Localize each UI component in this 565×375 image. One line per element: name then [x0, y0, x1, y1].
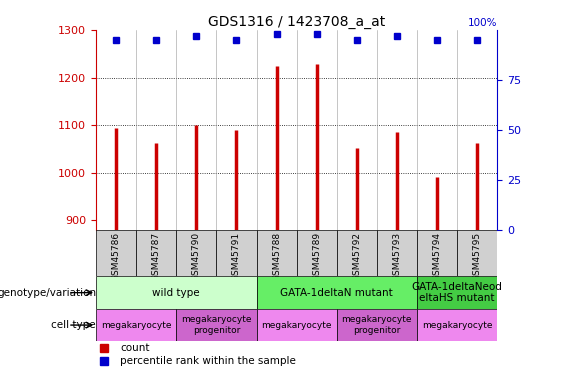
Bar	[216, 230, 257, 276]
Text: GSM45790: GSM45790	[192, 232, 201, 281]
Bar	[457, 230, 497, 276]
Text: GSM45794: GSM45794	[433, 232, 441, 281]
Bar	[257, 309, 337, 341]
Bar	[297, 230, 337, 276]
Text: GATA-1deltaN mutant: GATA-1deltaN mutant	[280, 288, 393, 298]
Text: GATA-1deltaNeod
eltaHS mutant: GATA-1deltaNeod eltaHS mutant	[412, 282, 502, 303]
Bar	[96, 276, 257, 309]
Bar	[417, 276, 497, 309]
Text: megakaryocyte: megakaryocyte	[262, 321, 332, 330]
Text: wild type: wild type	[153, 288, 200, 298]
Bar	[257, 276, 417, 309]
Bar	[176, 230, 216, 276]
Text: GSM45787: GSM45787	[152, 232, 160, 281]
Text: count: count	[120, 343, 150, 353]
Text: genotype/variation: genotype/variation	[0, 288, 96, 298]
Bar	[257, 230, 297, 276]
Bar	[176, 309, 257, 341]
Text: GSM45793: GSM45793	[393, 232, 401, 281]
Bar	[136, 230, 176, 276]
Text: cell type: cell type	[51, 320, 96, 330]
Title: GDS1316 / 1423708_a_at: GDS1316 / 1423708_a_at	[208, 15, 385, 29]
Text: percentile rank within the sample: percentile rank within the sample	[120, 356, 296, 366]
Text: megakaryocyte: megakaryocyte	[101, 321, 171, 330]
Text: 100%: 100%	[468, 18, 497, 28]
Bar	[96, 230, 136, 276]
Bar	[417, 309, 497, 341]
Text: GSM45792: GSM45792	[353, 232, 361, 281]
Bar	[377, 230, 417, 276]
Text: GSM45786: GSM45786	[112, 232, 120, 281]
Text: GSM45788: GSM45788	[272, 232, 281, 281]
Text: megakaryocyte
progenitor: megakaryocyte progenitor	[181, 315, 251, 335]
Text: megakaryocyte
progenitor: megakaryocyte progenitor	[342, 315, 412, 335]
Text: GSM45795: GSM45795	[473, 232, 481, 281]
Bar	[96, 309, 176, 341]
Bar	[417, 230, 457, 276]
Text: GSM45789: GSM45789	[312, 232, 321, 281]
Text: GSM45791: GSM45791	[232, 232, 241, 281]
Bar	[337, 309, 417, 341]
Bar	[337, 230, 377, 276]
Text: megakaryocyte: megakaryocyte	[422, 321, 492, 330]
